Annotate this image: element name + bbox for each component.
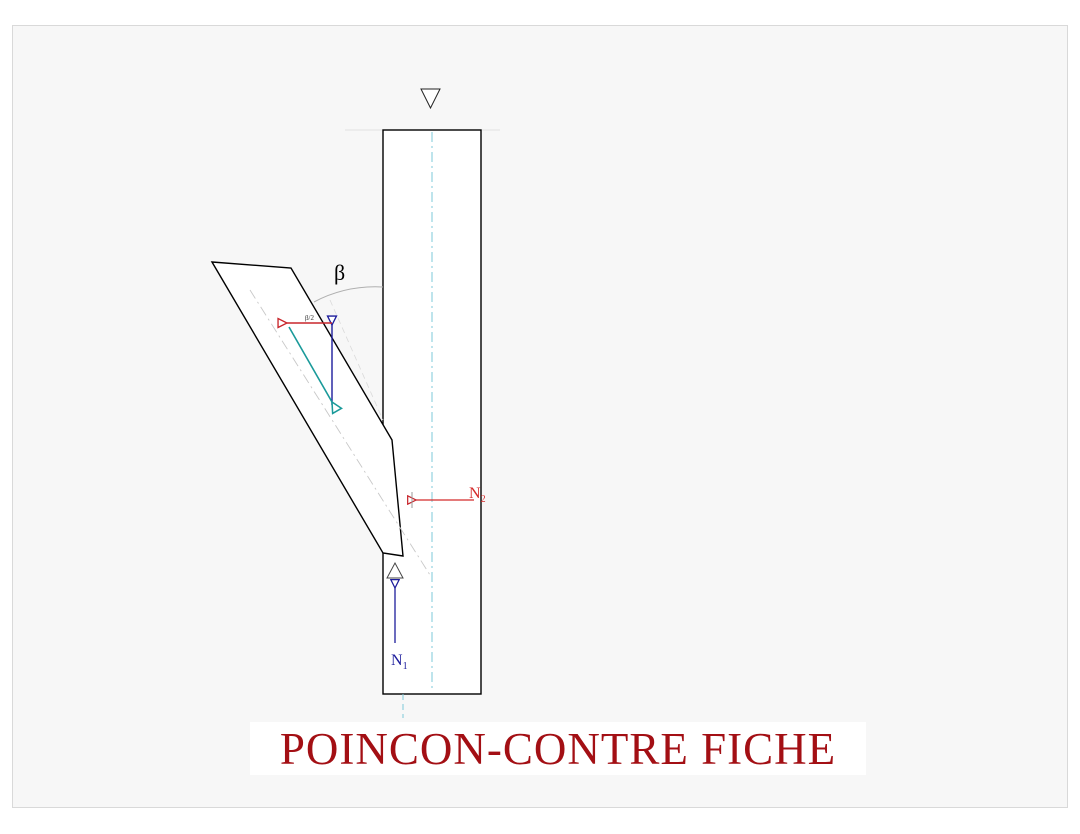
contre-fiche-strut	[210, 261, 404, 557]
half-angle-label: β/2	[305, 314, 315, 322]
drawing-sheet	[12, 25, 1068, 808]
n1-label: N1	[391, 652, 408, 672]
angle-arc	[313, 286, 384, 303]
strut-axis-secondary	[329, 299, 384, 421]
title-banner: POINCON-CONTRE FICHE	[250, 722, 866, 775]
strut-axis	[249, 289, 431, 576]
n2-label: N2	[469, 485, 486, 505]
angle-label: β	[334, 260, 345, 285]
triangle-down-icon	[420, 88, 441, 110]
component-axial-arrow	[288, 326, 332, 402]
triangle-up-icon	[386, 561, 404, 579]
diagram-title: POINCON-CONTRE FICHE	[279, 723, 837, 774]
